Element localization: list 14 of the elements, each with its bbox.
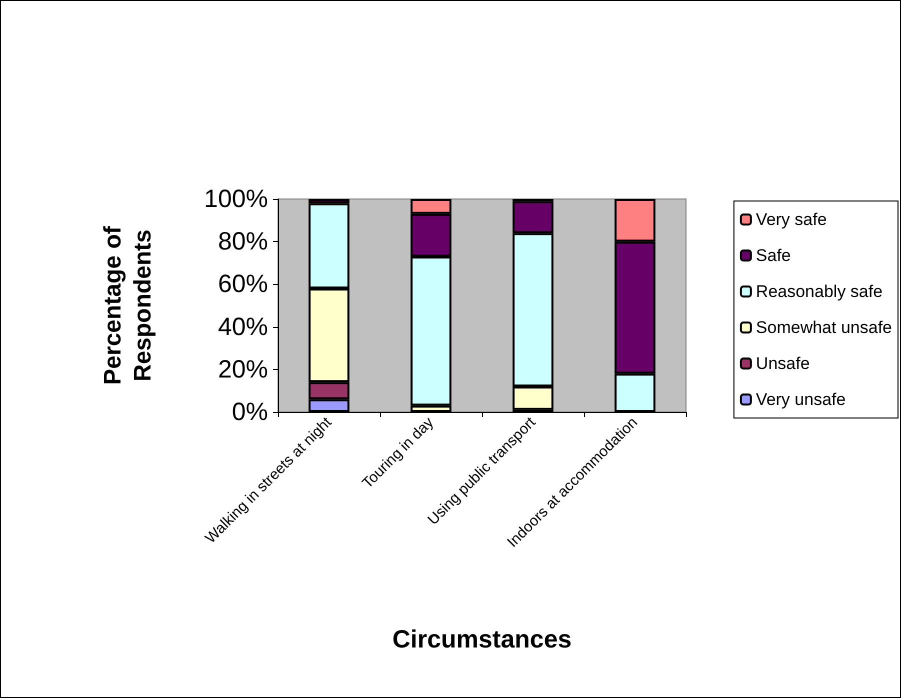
legend-label: Safe [756,246,791,265]
y-tick-label: 20% [218,355,268,384]
legend-label: Very unsafe [756,390,846,409]
legend-label: Very safe [756,210,827,229]
y-tick-label: 60% [218,270,268,298]
y-tick-label: 0% [232,398,268,426]
legend-label: Somewhat unsafe [756,318,892,337]
x-axis-title: Circumstances [392,626,572,654]
y-axis-title: Percentage of Respondents [100,225,156,385]
y-tick-label: 40% [218,312,268,341]
legend-label: Reasonably safe [756,282,883,301]
legend-label: Unsafe [756,354,810,373]
y-tick-label: 100% [204,185,268,213]
y-tick-label: 80% [218,228,268,256]
